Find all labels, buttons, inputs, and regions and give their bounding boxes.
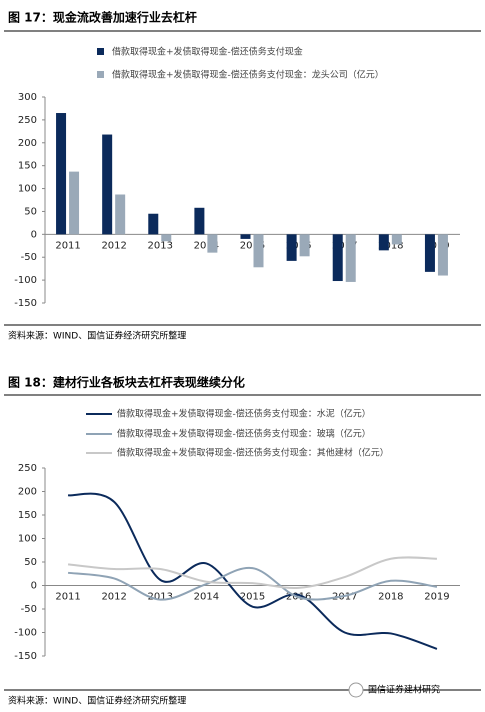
y-tick-label: 0 — [31, 229, 37, 240]
y-tick-label: 250 — [18, 463, 37, 474]
figure-title: 图 18：建材行业各板块去杠杆表现继续分化 — [8, 375, 245, 390]
bar — [102, 134, 113, 235]
bar — [424, 234, 435, 272]
bar — [115, 194, 126, 235]
bar — [207, 234, 218, 253]
line — [67, 556, 437, 589]
x-tick-label: 2013 — [148, 240, 173, 251]
y-tick-label: -50 — [21, 252, 37, 263]
bar — [345, 234, 356, 282]
x-tick-label: 2012 — [101, 240, 126, 251]
y-tick-label: 250 — [18, 115, 37, 126]
y-tick-label: -50 — [21, 604, 37, 615]
legend-label: 借款取得现金+发债取得现金-偿还债务支付现金 — [112, 46, 303, 58]
legend-label: 借款取得现金+发债取得现金-偿还债务支付现金：龙头公司（亿元） — [112, 69, 384, 81]
bar — [332, 234, 343, 282]
watermark: 国信证券建材研究 — [368, 684, 440, 696]
x-tick-label: 2018 — [378, 592, 403, 603]
bar — [148, 213, 159, 235]
y-tick-label: -150 — [14, 651, 37, 662]
source-note: 资料来源：WIND、国信证券经济研究所整理 — [8, 695, 186, 707]
y-tick-label: 50 — [24, 557, 37, 568]
y-tick-label: 100 — [18, 184, 37, 195]
bar — [253, 234, 264, 268]
bar — [194, 207, 205, 235]
x-tick-label: 2015 — [240, 240, 265, 251]
line — [67, 566, 438, 601]
legend-swatch — [97, 71, 104, 78]
bar — [240, 234, 251, 239]
legend-label: 借款取得现金+发债取得现金-偿还债务支付现金：水泥（亿元） — [117, 408, 371, 420]
x-tick-label: 2014 — [194, 240, 219, 251]
x-tick-label: 2011 — [55, 240, 80, 251]
legend-swatch — [97, 48, 104, 55]
x-tick-label: 2018 — [378, 240, 403, 251]
bar — [299, 234, 310, 257]
y-tick-label: 150 — [18, 161, 37, 172]
bar — [69, 171, 80, 235]
y-tick-label: 100 — [18, 534, 37, 545]
x-tick-label: 2017 — [332, 592, 357, 603]
y-tick-label: 200 — [18, 138, 37, 149]
x-tick-label: 2012 — [101, 592, 126, 603]
x-tick-label: 2015 — [240, 592, 265, 603]
legend-label: 借款取得现金+发债取得现金-偿还债务支付现金：玻璃（亿元） — [117, 428, 371, 440]
y-tick-label: -100 — [14, 628, 37, 639]
x-tick-label: 2013 — [148, 592, 173, 603]
legend-label: 借款取得现金+发债取得现金-偿还债务支付现金：其他建材（亿元） — [117, 447, 389, 459]
watermark-icon — [348, 682, 364, 698]
y-tick-label: 300 — [18, 92, 37, 103]
y-tick-label: -100 — [14, 275, 37, 286]
x-tick-label: 2017 — [332, 240, 357, 251]
y-tick-label: 200 — [18, 487, 37, 498]
y-tick-label: -150 — [14, 298, 37, 309]
x-tick-label: 2019 — [424, 240, 449, 251]
figure-title: 图 17：现金流改善加速行业去杠杆 — [8, 10, 197, 25]
bar — [378, 234, 389, 251]
bar — [286, 234, 297, 261]
y-tick-label: 150 — [18, 510, 37, 521]
source-note: 资料来源：WIND、国信证券经济研究所整理 — [8, 330, 186, 342]
x-tick-label: 2011 — [55, 592, 80, 603]
x-tick-label: 2019 — [424, 592, 449, 603]
bar — [437, 234, 448, 276]
x-tick-label: 2014 — [194, 592, 219, 603]
y-tick-label: 0 — [31, 581, 37, 592]
bar — [56, 113, 67, 235]
x-tick-label: 2016 — [286, 240, 311, 251]
bar — [391, 234, 402, 245]
y-tick-label: 50 — [24, 206, 37, 217]
line — [67, 492, 438, 650]
bar — [161, 234, 172, 242]
